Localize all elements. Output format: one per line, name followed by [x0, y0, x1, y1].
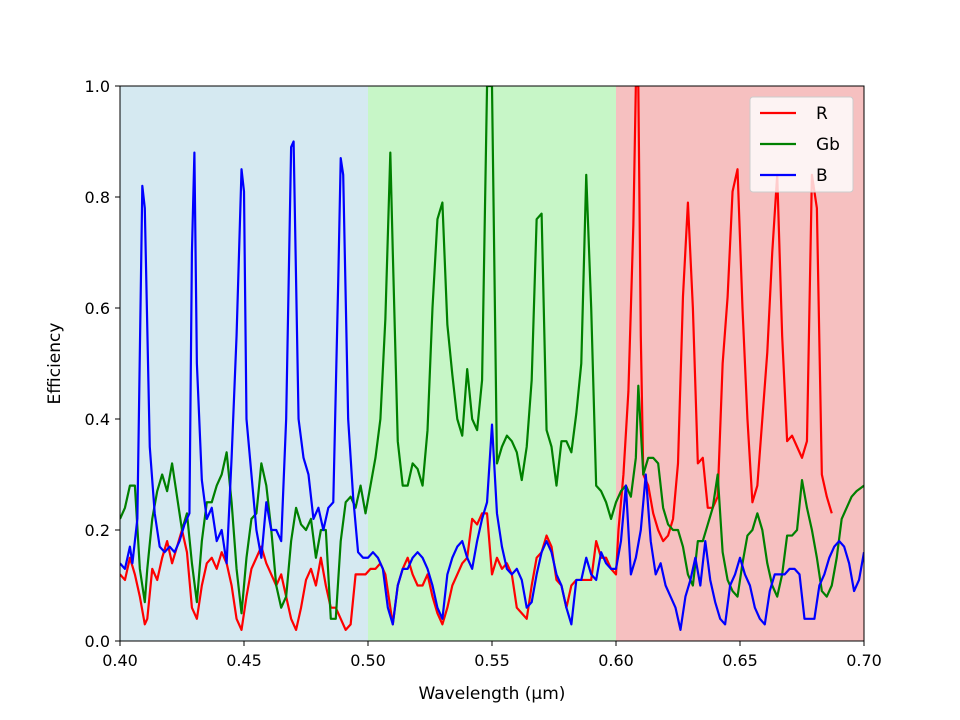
- x-tick-label: 0.50: [350, 651, 386, 670]
- x-tick-label: 0.70: [846, 651, 882, 670]
- y-tick-label: 0.6: [85, 299, 110, 318]
- series-line-b: [120, 140, 864, 631]
- x-tick-label: 0.60: [598, 651, 634, 670]
- band-0: [120, 86, 368, 641]
- x-tick-label: 0.40: [102, 651, 138, 670]
- y-axis-label: Efficiency: [45, 323, 65, 405]
- x-tick-label: 0.45: [226, 651, 262, 670]
- legend-box: [749, 96, 854, 193]
- x-tick-label: 0.55: [474, 651, 510, 670]
- y-tick-label: 0.2: [85, 521, 110, 540]
- x-axis-ticks: 0.40 0.45 0.50 0.55 0.60 0.65 0.70: [102, 641, 882, 670]
- legend-label-gb: Gb: [816, 135, 840, 155]
- y-tick-label: 0.4: [85, 410, 110, 429]
- legend-label-r: R: [816, 104, 828, 124]
- band-1: [368, 86, 616, 641]
- x-tick-label: 0.65: [722, 651, 758, 670]
- legend-label-b: B: [816, 166, 828, 186]
- x-axis-label: Wavelength (µm): [419, 684, 566, 704]
- y-tick-label: 0.0: [85, 632, 110, 651]
- series-line-r: [120, 86, 833, 631]
- y-tick-label: 1.0: [85, 77, 110, 96]
- y-axis-ticks: 0.0 0.2 0.4 0.6 0.8 1.0: [85, 77, 120, 651]
- legend: R Gb B: [749, 96, 854, 193]
- series-line-gb: [120, 86, 864, 620]
- series-group: [120, 86, 864, 631]
- y-tick-label: 0.8: [85, 188, 110, 207]
